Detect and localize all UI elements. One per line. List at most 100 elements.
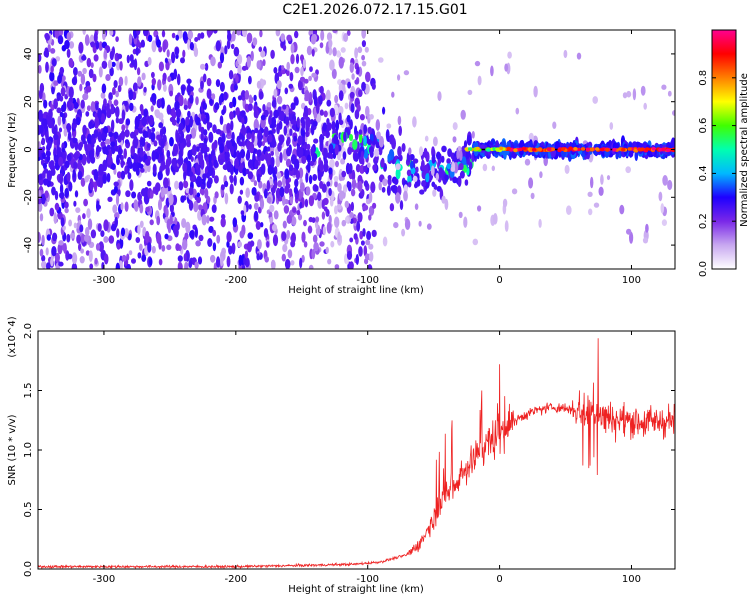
spectrogram-cell <box>395 192 401 204</box>
spectrogram-cell <box>301 155 307 164</box>
spectrogram-cell <box>226 240 230 248</box>
spectrogram-cell <box>200 183 205 190</box>
spectrogram-cell <box>206 30 212 38</box>
spectrogram-cell <box>133 136 139 149</box>
spectrogram-cell <box>287 249 293 259</box>
spectrogram-cell <box>672 110 675 116</box>
spectrogram-cell <box>102 146 108 155</box>
spectrogram-cell <box>524 158 531 166</box>
spectrogram-cell <box>361 40 366 48</box>
spectrogram-cell <box>444 198 449 211</box>
spectrogram-cell <box>452 122 458 131</box>
spectrogram-cell <box>264 151 269 162</box>
spectrogram-cell <box>56 107 62 114</box>
spectrogram-cell <box>306 45 312 56</box>
spectrogram-cell <box>43 99 48 109</box>
spectrogram-cell <box>378 145 383 156</box>
spectrogram-cell <box>325 43 330 54</box>
spectrogram-cell <box>234 166 239 176</box>
spectrogram-cell <box>100 92 106 99</box>
spectrogram-cell <box>149 257 153 266</box>
spectrogram-cell <box>363 124 368 134</box>
spectrogram-cell <box>103 219 109 232</box>
spectrogram-cell <box>133 153 138 159</box>
spectrogram-cell <box>320 30 325 41</box>
carrier-cell <box>638 147 643 152</box>
spectrogram-cell <box>360 240 365 246</box>
spectrogram-cell <box>346 114 351 123</box>
spectrogram-cell <box>468 161 473 170</box>
spectrogram-cell <box>563 49 568 59</box>
spectrogram-cell <box>155 182 161 193</box>
spectrogram-cell <box>82 93 89 101</box>
spectrogram-cell <box>198 152 204 164</box>
spectrogram-cell <box>141 254 147 262</box>
spectrogram-cell <box>97 223 102 232</box>
spectrogram-cell <box>262 59 266 67</box>
snr-plot-area <box>38 331 675 569</box>
spectrogram-cell <box>131 191 137 199</box>
spectrogram-cell <box>233 175 237 186</box>
spectrogram-cell <box>403 70 410 76</box>
spectrogram-cell <box>183 253 187 262</box>
spectrogram-cell <box>625 166 631 174</box>
spectrogram-cell <box>245 152 250 161</box>
spectrogram-cell <box>93 54 99 62</box>
spectrogram-cell <box>230 83 236 93</box>
spectrogram-cell <box>275 188 281 199</box>
spectrogram-cell <box>89 182 94 191</box>
spectrogram-cell <box>303 105 309 117</box>
y-tick-label: -20 <box>23 189 34 205</box>
spectrogram-cell <box>239 230 245 239</box>
carrier-cell <box>576 147 581 152</box>
spectrogram-cell <box>80 248 84 254</box>
spectrogram-cell <box>90 229 97 239</box>
spectrogram-cell <box>309 160 315 166</box>
spectrogram-cell <box>312 174 318 181</box>
spectrogram-cell <box>464 179 469 186</box>
spectrogram-cell <box>243 257 247 265</box>
spectrogram-cell <box>530 192 535 200</box>
spectrogram-cell <box>61 243 66 251</box>
spectrogram-cell <box>204 188 209 199</box>
carrier-cell <box>547 147 552 152</box>
spectrogram-cell <box>108 92 113 101</box>
spectrogram-cell <box>432 189 437 197</box>
spectrogram-cell <box>240 210 245 216</box>
spectrogram-cell <box>297 214 303 221</box>
spectrogram-cell <box>219 115 224 125</box>
spectrogram-cell <box>266 180 271 192</box>
spectrogram-cell <box>315 216 320 223</box>
spectrogram-cell <box>576 52 582 60</box>
spectrogram-cell <box>234 157 240 169</box>
spectrogram-cell <box>389 203 395 212</box>
spectrogram-cell <box>95 243 101 251</box>
y-tick-label: 40 <box>23 48 34 61</box>
spectrogram-cell <box>632 88 637 101</box>
spectrogram-cell <box>401 143 406 152</box>
spectrogram-cell <box>239 149 246 159</box>
spectrogram-cell <box>202 73 207 83</box>
spectrogram-cell <box>351 169 356 182</box>
spectrogram-cell <box>385 129 390 141</box>
spectrogram-cell <box>75 116 81 126</box>
spectrogram-cell <box>306 143 311 151</box>
spectrogram-cell <box>467 89 473 95</box>
spectrogram-cell <box>286 139 290 147</box>
spectrogram-cell <box>38 110 43 122</box>
spectrogram-cell <box>281 231 287 242</box>
spectrogram-y-label: Frequency (Hz) <box>7 112 18 188</box>
spectrogram-cell <box>257 136 262 148</box>
spectrogram-cell <box>423 147 428 159</box>
spectrogram-cell <box>436 151 441 160</box>
spectrogram-cell <box>441 155 445 163</box>
spectrogram-cell <box>270 151 275 156</box>
spectrogram-cell <box>323 206 328 212</box>
spectrogram-cell <box>195 162 199 170</box>
spectrogram-cell <box>80 73 86 85</box>
spectrogram-cell <box>175 34 179 41</box>
spectrogram-cell <box>590 176 594 189</box>
spectrogram-cell <box>68 219 72 227</box>
spectrogram-cell <box>73 102 79 109</box>
carrier-cell <box>467 147 473 151</box>
